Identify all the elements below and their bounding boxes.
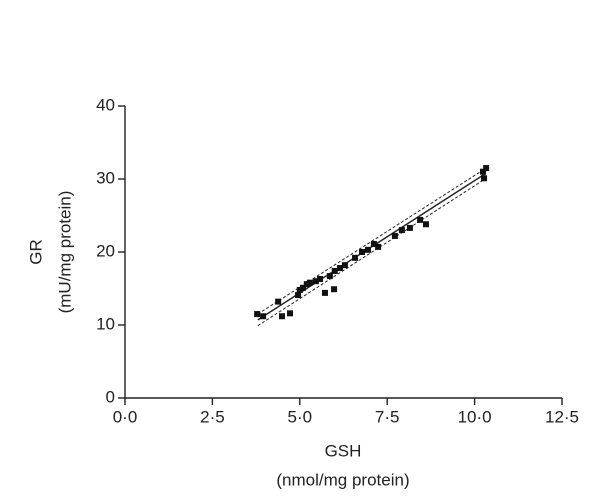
y-tick-label: 20 bbox=[96, 241, 115, 260]
data-point bbox=[303, 281, 310, 288]
data-point bbox=[398, 227, 405, 234]
y-tick-label: 30 bbox=[96, 168, 115, 187]
data-point bbox=[479, 168, 486, 175]
data-point bbox=[352, 254, 359, 261]
data-point bbox=[275, 298, 282, 305]
data-point bbox=[296, 286, 303, 293]
data-point bbox=[254, 311, 261, 318]
data-point bbox=[391, 232, 398, 239]
data-point bbox=[295, 292, 302, 299]
data-point bbox=[331, 267, 338, 274]
data-point bbox=[417, 216, 424, 223]
data-point bbox=[287, 310, 294, 317]
data-point bbox=[359, 249, 366, 255]
data-point bbox=[278, 313, 285, 320]
y-tick-label: 40 bbox=[96, 95, 115, 114]
x-tick-label: 2·5 bbox=[200, 407, 225, 426]
x-axis-unit: (nmol/mg protein) bbox=[276, 470, 409, 489]
data-point bbox=[341, 262, 348, 269]
data-point bbox=[481, 175, 488, 182]
data-point bbox=[406, 224, 413, 231]
data-point bbox=[317, 276, 324, 283]
data-point bbox=[306, 279, 313, 286]
x-tick-label: 12·5 bbox=[545, 407, 579, 426]
data-point bbox=[260, 313, 267, 320]
y-tick-label: 10 bbox=[96, 314, 115, 333]
x-tick-label: 7·5 bbox=[375, 407, 400, 426]
data-point bbox=[423, 221, 430, 228]
data-point bbox=[364, 246, 371, 253]
data-point bbox=[312, 278, 319, 285]
x-tick-label: 5·0 bbox=[288, 407, 313, 426]
data-point bbox=[321, 289, 328, 296]
x-tick-label: 0·0 bbox=[113, 407, 138, 426]
data-point bbox=[370, 240, 377, 247]
y-axis-title: GR bbox=[26, 239, 45, 265]
data-point bbox=[299, 284, 306, 291]
data-point bbox=[375, 243, 382, 250]
x-tick-label: 10·0 bbox=[458, 407, 492, 426]
x-axis-title: GSH bbox=[325, 441, 362, 460]
y-axis-unit: (mU/mg protein) bbox=[55, 191, 74, 314]
data-point bbox=[337, 265, 344, 272]
data-point bbox=[326, 273, 333, 280]
data-point bbox=[331, 286, 338, 293]
confidence-band-lower bbox=[257, 178, 486, 327]
data-point bbox=[483, 165, 490, 172]
y-tick-label: 0 bbox=[106, 387, 115, 406]
